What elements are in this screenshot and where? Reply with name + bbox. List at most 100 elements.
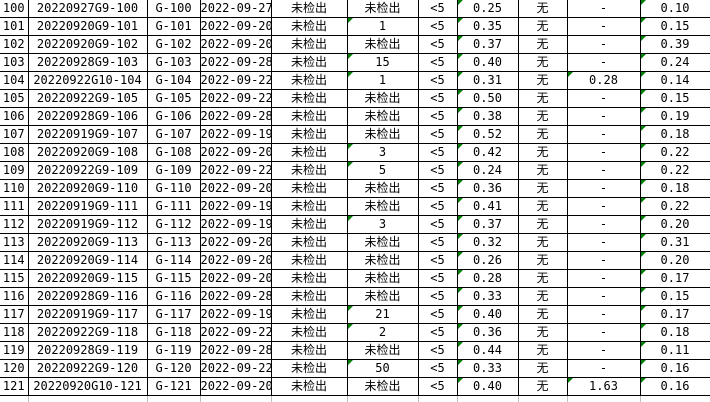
table-cell[interactable]: 15 xyxy=(346,53,419,72)
table-cell[interactable]: 2022-09-20 xyxy=(199,143,272,162)
table-cell[interactable]: - xyxy=(566,197,641,216)
table-cell[interactable]: 未检出 xyxy=(270,269,348,288)
table-cell[interactable]: 20220922G9-109 xyxy=(27,161,148,180)
table-cell[interactable]: <5 xyxy=(417,125,458,144)
table-cell[interactable]: 2022-09-20 xyxy=(199,269,272,288)
row-number-cell[interactable]: 109 xyxy=(0,161,29,180)
table-cell[interactable]: 2022-09-22 xyxy=(199,89,272,108)
table-cell[interactable]: - xyxy=(566,251,641,270)
table-cell[interactable]: G-114 xyxy=(146,251,201,270)
table-cell[interactable]: 1 xyxy=(346,71,419,90)
table-cell[interactable]: - xyxy=(566,305,641,324)
table-cell[interactable]: <5 xyxy=(417,35,458,54)
table-cell[interactable]: 2022-09-22 xyxy=(199,71,272,90)
table-cell[interactable]: G-102 xyxy=(146,35,201,54)
table-cell[interactable]: G-119 xyxy=(146,341,201,360)
table-cell[interactable]: 0.15 xyxy=(639,17,710,36)
table-cell[interactable]: - xyxy=(566,269,641,288)
table-cell[interactable]: 无 xyxy=(517,305,568,324)
table-cell[interactable]: 0.36 xyxy=(456,179,519,198)
table-cell[interactable]: 20220922G9-105 xyxy=(27,89,148,108)
table-cell[interactable]: 未检出 xyxy=(346,35,419,54)
row-number-cell[interactable]: 115 xyxy=(0,269,29,288)
table-cell[interactable]: G-110 xyxy=(146,179,201,198)
table-cell[interactable]: 2022-09-19 xyxy=(199,197,272,216)
table-cell[interactable]: 无 xyxy=(517,215,568,234)
table-cell[interactable]: 20220920G9-114 xyxy=(27,251,148,270)
table-cell[interactable]: 0.18 xyxy=(639,179,710,198)
table-cell[interactable]: 0.24 xyxy=(639,53,710,72)
table-cell[interactable]: 无 xyxy=(517,0,568,18)
table-cell[interactable]: 0.38 xyxy=(456,107,519,126)
table-cell[interactable]: 0.22 xyxy=(639,161,710,180)
table-cell[interactable]: G-116 xyxy=(146,287,201,306)
table-cell[interactable]: G-113 xyxy=(146,233,201,252)
table-cell[interactable]: <5 xyxy=(417,251,458,270)
table-cell[interactable]: G-111 xyxy=(146,197,201,216)
table-cell[interactable]: 0.40 xyxy=(456,377,519,396)
table-cell[interactable]: <5 xyxy=(417,0,458,18)
table-cell[interactable]: 无 xyxy=(517,179,568,198)
table-cell[interactable]: 3 xyxy=(346,143,419,162)
table-cell[interactable]: 0.32 xyxy=(456,233,519,252)
table-cell[interactable]: G-118 xyxy=(146,323,201,342)
table-cell[interactable]: 2022-09-22 xyxy=(199,323,272,342)
table-cell[interactable]: <5 xyxy=(417,143,458,162)
table-cell[interactable]: 无 xyxy=(517,35,568,54)
table-cell[interactable]: 0.22 xyxy=(639,197,710,216)
table-cell[interactable]: 未检出 xyxy=(270,179,348,198)
row-number-cell[interactable]: 107 xyxy=(0,125,29,144)
row-number-cell[interactable]: 120 xyxy=(0,359,29,378)
row-number-cell[interactable]: 119 xyxy=(0,341,29,360)
table-cell[interactable]: <5 xyxy=(417,287,458,306)
table-cell[interactable]: 无 xyxy=(517,89,568,108)
table-cell[interactable]: <5 xyxy=(417,71,458,90)
table-cell[interactable]: 无 xyxy=(517,233,568,252)
table-cell[interactable]: 0.16 xyxy=(639,359,710,378)
row-number-cell[interactable]: 100 xyxy=(0,0,29,18)
table-cell[interactable]: 未检出 xyxy=(346,125,419,144)
table-cell[interactable]: 未检出 xyxy=(270,0,348,18)
table-cell[interactable]: G-101 xyxy=(146,17,201,36)
table-cell[interactable]: <5 xyxy=(417,269,458,288)
table-cell[interactable]: 20220920G9-101 xyxy=(27,17,148,36)
table-cell[interactable]: 21 xyxy=(346,305,419,324)
table-cell[interactable]: 未检出 xyxy=(270,359,348,378)
table-cell[interactable]: 2022-09-20 xyxy=(199,233,272,252)
table-cell[interactable]: 0.40 xyxy=(456,305,519,324)
row-number-cell[interactable]: 113 xyxy=(0,233,29,252)
table-cell[interactable]: 20220919G9-112 xyxy=(27,215,148,234)
table-cell[interactable]: - xyxy=(566,323,641,342)
table-cell[interactable]: - xyxy=(566,0,641,18)
table-cell[interactable]: 0.15 xyxy=(639,287,710,306)
table-cell[interactable]: 0.44 xyxy=(456,341,519,360)
table-cell[interactable]: 未检出 xyxy=(346,179,419,198)
table-cell[interactable]: G-112 xyxy=(146,215,201,234)
table-cell[interactable]: 2022-09-20 xyxy=(199,179,272,198)
table-cell[interactable]: 0.35 xyxy=(456,17,519,36)
table-cell[interactable]: 2022-09-28 xyxy=(199,53,272,72)
table-cell[interactable]: 未检出 xyxy=(346,377,419,396)
table-cell[interactable]: G-105 xyxy=(146,89,201,108)
table-cell[interactable]: G-109 xyxy=(146,161,201,180)
table-cell[interactable]: 2022-09-20 xyxy=(199,377,272,396)
table-cell[interactable]: 0.39 xyxy=(639,35,710,54)
table-cell[interactable]: 1.63 xyxy=(566,377,641,396)
table-cell[interactable]: 20220920G9-115 xyxy=(27,269,148,288)
table-cell[interactable]: 20220919G9-117 xyxy=(27,305,148,324)
table-cell[interactable]: <5 xyxy=(417,305,458,324)
table-cell[interactable]: 未检出 xyxy=(346,89,419,108)
table-cell[interactable]: 0.33 xyxy=(456,359,519,378)
table-cell[interactable]: 未检出 xyxy=(270,305,348,324)
table-cell[interactable]: 无 xyxy=(517,269,568,288)
table-cell[interactable]: 未检出 xyxy=(270,251,348,270)
table-cell[interactable]: <5 xyxy=(417,233,458,252)
table-cell[interactable]: <5 xyxy=(417,377,458,396)
table-cell[interactable]: 2022-09-19 xyxy=(199,125,272,144)
row-number-cell[interactable]: 106 xyxy=(0,107,29,126)
table-cell[interactable]: 无 xyxy=(517,161,568,180)
table-cell[interactable]: 0.40 xyxy=(456,53,519,72)
table-cell[interactable]: 0.31 xyxy=(456,71,519,90)
table-cell[interactable]: 无 xyxy=(517,377,568,396)
table-cell[interactable]: G-100 xyxy=(146,0,201,18)
